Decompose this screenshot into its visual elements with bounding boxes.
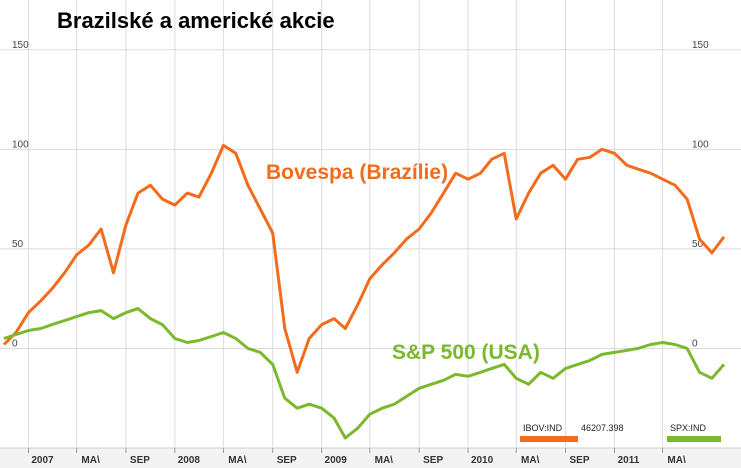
xtick-label: SEP [277,455,297,466]
series-label-bovespa: Bovespa (Brazílie) [266,161,449,184]
ytick-label-left: 50 [12,239,24,250]
ytick-label-left: 0 [12,338,18,349]
series-label-sp500: S&P 500 (USA) [392,341,540,364]
ytick-label-right: 50 [692,239,704,250]
legend-bovespa-swatch [520,436,578,442]
xtick-label: 2011 [618,455,640,466]
legend-bovespa-value: 46207.398 [581,423,624,433]
xtick-label: MA\ [81,455,100,466]
chart-title: Brazilské a americké akcie [57,8,335,33]
series-line-sp500 [3,307,726,440]
ytick-label-right: 100 [692,139,709,150]
xtick-label: SEP [130,455,150,466]
xtick-label: 2010 [471,455,494,466]
xtick-label: 2007 [31,455,54,466]
x-axis-ticks: 2007 MA\ SEP 2008 MA\ SEP 2009 MA\ SEP 2010 MA\ SEP… [27,448,686,466]
ytick-label-left: 150 [12,40,29,51]
xtick-label: MA\ [228,455,247,466]
x-axis-band [0,448,741,468]
xtick-label: MA\ [667,455,686,466]
legend-bovespa-code: IBOV:IND [523,423,563,433]
xtick-label: MA\ [521,455,540,466]
ytick-label-left: 100 [12,139,29,150]
xtick-label: 2009 [325,455,348,466]
legend-spx-swatch [667,436,721,442]
xtick-label: SEP [423,455,443,466]
ytick-label-right: 0 [692,338,698,349]
series-lines [2,143,726,440]
ytick-label-right: 150 [692,40,709,51]
xtick-label: SEP [570,455,590,466]
xtick-label: MA\ [375,455,394,466]
y-axis-ticks: 150 150 100 100 50 50 0 0 [12,40,709,350]
legend-spx-code: SPX:IND [670,423,707,433]
xtick-label: 2008 [178,455,201,466]
series-line-bovespa [2,143,726,374]
